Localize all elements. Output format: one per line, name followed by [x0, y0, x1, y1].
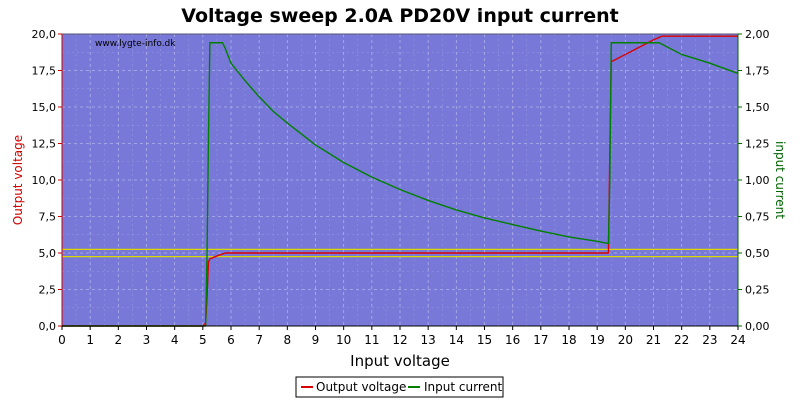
chart-title: Voltage sweep 2.0A PD20V input current [181, 5, 618, 27]
x-tick-label: 5 [199, 333, 207, 347]
x-axis-title: Input voltage [350, 352, 450, 370]
x-tick-label: 17 [533, 333, 548, 347]
left-axis: 0,0 2,5 5,0 7,5 10,0 12,5 15,0 17,5 20,0 [32, 28, 63, 333]
series-line-output-voltage [62, 35, 738, 327]
x-tick-label: 21 [646, 333, 661, 347]
x-tick-label: 11 [364, 333, 379, 347]
series-line-input-current [62, 42, 739, 327]
right-tick-label: 2,00 [745, 28, 770, 41]
series-lines [62, 35, 739, 327]
x-tick-label: 9 [312, 333, 320, 347]
x-tick-label: 18 [561, 333, 576, 347]
legend-box [295, 376, 504, 398]
right-tick-label: 0,00 [745, 320, 770, 333]
x-tick-label: 0 [58, 333, 66, 347]
legend-label-output-voltage: Output voltage [316, 380, 406, 394]
left-tick-label: 5,0 [39, 247, 57, 260]
legend: Output voltage Input current [295, 376, 504, 398]
x-tick-label: 2 [115, 333, 123, 347]
x-axis: 0 1 2 3 4 5 6 7 8 9 10 11 12 13 14 15 16 17 18 19 20 21 22 23 24 [58, 325, 746, 347]
x-tick-label: 12 [392, 333, 407, 347]
right-tick-label: 0,75 [745, 211, 770, 224]
y-right-axis-title: input current [773, 141, 787, 219]
x-tick-label: 16 [505, 333, 520, 347]
x-tick-label: 24 [730, 333, 745, 347]
right-tick-label: 1,50 [745, 101, 770, 114]
left-tick-label: 7,5 [39, 211, 57, 224]
x-tick-label: 23 [702, 333, 717, 347]
left-tick-label: 10,0 [32, 174, 57, 187]
x-tick-label: 22 [674, 333, 689, 347]
x-tick-label: 20 [618, 333, 633, 347]
x-tick-label: 4 [171, 333, 179, 347]
x-tick-label: 13 [421, 333, 436, 347]
left-tick-label: 20,0 [32, 28, 57, 41]
left-tick-label: 12,5 [32, 138, 57, 151]
reference-lines [62, 248, 738, 258]
x-tick-label: 19 [590, 333, 605, 347]
left-tick-label: 2,5 [39, 284, 57, 297]
right-tick-label: 1,00 [745, 174, 770, 187]
right-tick-label: 1,25 [745, 138, 770, 151]
x-tick-label: 7 [255, 333, 263, 347]
watermark: www.lygte-info.dk [95, 39, 176, 49]
x-tick-label: 1 [86, 333, 94, 347]
right-tick-label: 0,50 [745, 247, 770, 260]
legend-label-input-current: Input current [424, 380, 502, 394]
left-tick-label: 0,0 [39, 320, 57, 333]
y-left-axis-title: Output voltage [11, 135, 25, 225]
right-tick-label: 0,25 [745, 284, 770, 297]
left-tick-label: 17,5 [32, 65, 57, 78]
x-tick-label: 10 [336, 333, 351, 347]
x-tick-label: 6 [227, 333, 235, 347]
x-tick-label: 8 [284, 333, 292, 347]
left-tick-label: 15,0 [32, 101, 57, 114]
right-axis: 0,00 0,25 0,50 0,75 1,00 1,25 1,50 1,75 2,00 [737, 28, 770, 333]
x-tick-label: 14 [449, 333, 464, 347]
x-tick-label: 3 [143, 333, 151, 347]
x-tick-label: 15 [477, 333, 492, 347]
right-tick-label: 1,75 [745, 65, 770, 78]
